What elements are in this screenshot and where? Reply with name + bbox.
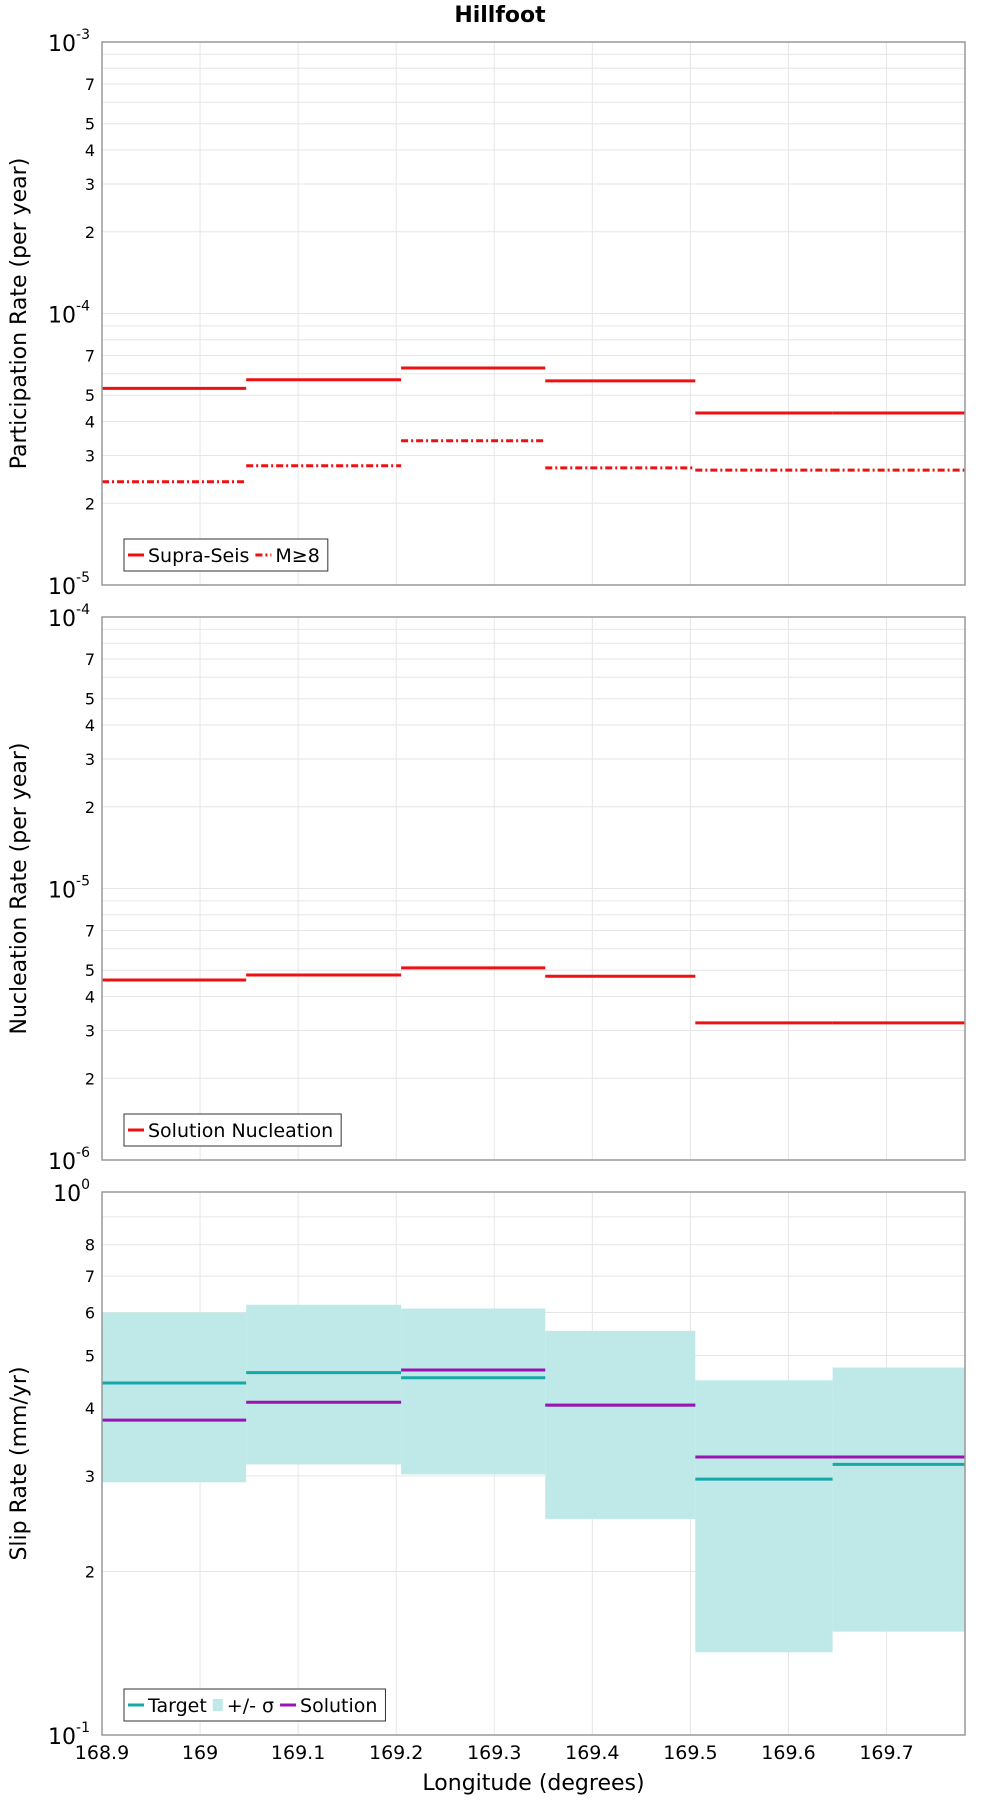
y-tick-label-minor: 3 — [85, 1467, 95, 1486]
legend-label: +/- σ — [227, 1695, 274, 1717]
legend: Solution Nucleation — [123, 1113, 342, 1147]
y-tick-label-minor: 3 — [85, 1021, 95, 1040]
x-tick-label: 169 — [182, 1742, 218, 1764]
sigma-band-segment — [545, 1330, 696, 1519]
sigma-band-segment — [832, 1367, 965, 1632]
y-tick-label-minor: 7 — [85, 1267, 95, 1286]
x-tick-label: 169.3 — [467, 1742, 521, 1764]
y-tick-label-minor: 5 — [85, 961, 95, 980]
plot-frame — [101, 1191, 966, 1736]
x-tick-label: 169.2 — [369, 1742, 423, 1764]
y-tick-label-minor: 2 — [85, 1069, 95, 1088]
legend: Target +/- σ Solution — [123, 1688, 386, 1722]
y-tick-label-minor: 5 — [85, 1346, 95, 1365]
x-tick-label: 169.6 — [761, 1742, 815, 1764]
y-tick-label-minor: 3 — [85, 446, 95, 465]
x-tick-label: 168.9 — [75, 1742, 129, 1764]
legend-label: Solution Nucleation — [148, 1120, 333, 1142]
legend-label: Solution — [300, 1695, 377, 1717]
y-tick-label-major: 10-5 — [48, 570, 90, 600]
y-tick-label-minor: 3 — [85, 750, 95, 769]
chart-title: Hillfoot — [454, 3, 546, 28]
y-tick-label-minor: 2 — [85, 1563, 95, 1582]
sigma-band-segment — [695, 1380, 833, 1653]
y-tick-label-minor: 2 — [85, 798, 95, 817]
y-tick-label-minor: 7 — [85, 75, 95, 94]
x-tick-label: 169.4 — [565, 1742, 619, 1764]
y-tick-label-minor: 2 — [85, 494, 95, 513]
plot-frame — [101, 41, 966, 586]
panel-slip: 10-1 100 2 3 4 5 6 7 8 Slip Rate (mm/yr) 168.9 169 1… — [7, 1177, 966, 1796]
y-tick-label-minor: 7 — [85, 347, 95, 366]
sigma-band-segment — [401, 1308, 546, 1475]
y-tick-label-minor: 4 — [85, 141, 95, 160]
y-tick-label-minor: 4 — [85, 716, 95, 735]
x-tick-label: 169.5 — [663, 1742, 717, 1764]
sigma-band-segment — [102, 1312, 247, 1483]
legend-label: Supra-Seis — [148, 545, 249, 567]
y-tick-label-minor: 4 — [85, 413, 95, 432]
y-tick-label-major: 10-6 — [48, 1145, 90, 1175]
y-axis-label: Nucleation Rate (per year) — [7, 743, 32, 1035]
x-tick-label: 169.7 — [859, 1742, 913, 1764]
x-tick-label: 169.1 — [271, 1742, 325, 1764]
y-tick-label-major: 10-3 — [48, 27, 90, 57]
legend-box — [123, 1113, 342, 1147]
y-axis-label: Participation Rate (per year) — [7, 158, 32, 470]
legend-box — [123, 538, 329, 572]
legend: Supra-Seis M≥8 — [123, 538, 329, 572]
y-tick-label-minor: 2 — [85, 223, 95, 242]
y-tick-label-major: 10-1 — [48, 1720, 90, 1750]
legend-box — [123, 1688, 386, 1722]
y-tick-label-major: 100 — [53, 1177, 90, 1207]
y-tick-label-minor: 6 — [85, 1303, 95, 1322]
legend-label: Target — [147, 1695, 207, 1717]
y-tick-label-minor: 7 — [85, 922, 95, 941]
y-tick-label-minor: 3 — [85, 175, 95, 194]
y-tick-label-major: 10-4 — [48, 299, 90, 329]
y-tick-label-minor: 5 — [85, 690, 95, 709]
sigma-band-segment — [246, 1304, 402, 1465]
y-tick-label-minor: 5 — [85, 115, 95, 134]
y-tick-label-minor: 5 — [85, 386, 95, 405]
plot-frame — [101, 616, 966, 1161]
x-axis-label: Longitude (degrees) — [422, 1771, 644, 1796]
panel-nucleation: 10-6 10-5 10-4 2 3 4 5 7 2 3 4 5 7 Nucleation Rate (p… — [7, 602, 966, 1175]
y-tick-label-minor: 7 — [85, 650, 95, 669]
legend-label: M≥8 — [275, 545, 319, 567]
y-tick-label-minor: 4 — [85, 1399, 95, 1418]
y-tick-label-minor: 8 — [85, 1236, 95, 1255]
y-tick-label-major: 10-4 — [48, 602, 90, 632]
panel-participation: 10-5 10-4 10-3 2 3 4 5 7 2 3 4 5 7 Participation Rate… — [7, 27, 966, 600]
y-tick-label-minor: 4 — [85, 988, 95, 1007]
y-tick-label-major: 10-5 — [48, 874, 90, 904]
legend-swatch-box — [212, 1699, 223, 1711]
y-axis-label: Slip Rate (mm/yr) — [7, 1366, 32, 1560]
